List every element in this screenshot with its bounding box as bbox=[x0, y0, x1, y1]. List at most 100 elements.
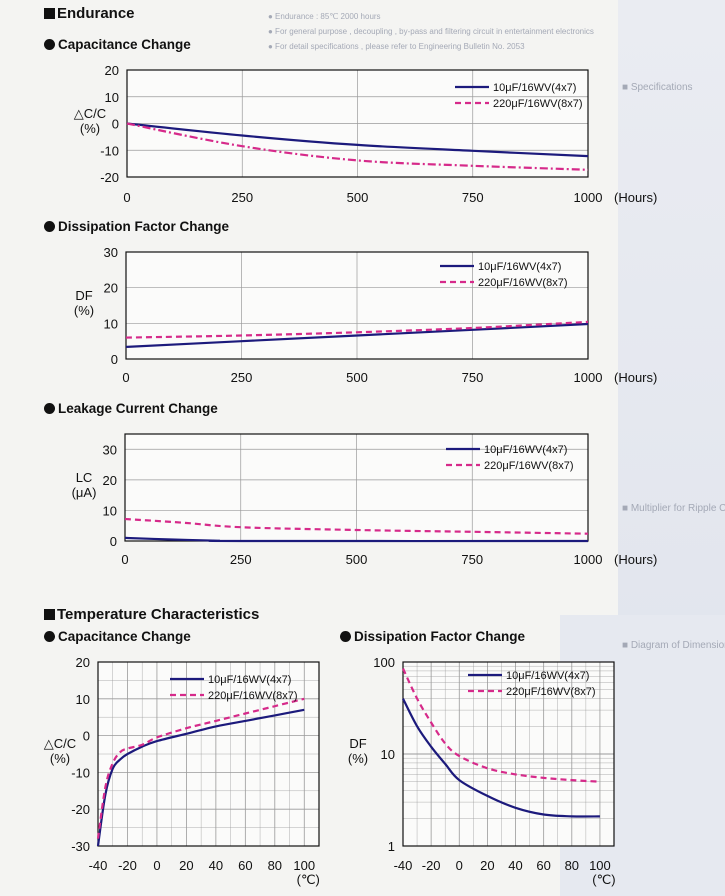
y-tick-label: 10 bbox=[105, 90, 119, 105]
x-tick-label: 750 bbox=[462, 370, 484, 385]
legend: 10μF/16WV(4x7) 220μF/16WV(8x7) bbox=[468, 670, 595, 698]
y-axis-label: DF bbox=[349, 736, 366, 751]
chart-endurance-df: 0 250 500 750 1000 (Hours) 30 20 10 0 DF(%) 10μF/16… bbox=[74, 245, 657, 385]
y-tick-label: 0 bbox=[111, 352, 118, 367]
section-title-endurance-text: Endurance bbox=[57, 5, 135, 22]
x-tick-label: 40 bbox=[209, 858, 223, 873]
y-axis-label: LC bbox=[76, 470, 93, 485]
chart-title-temp-df: Dissipation Factor Change bbox=[340, 629, 525, 644]
grid bbox=[402, 662, 615, 846]
y-axis-label: (%) bbox=[74, 303, 94, 318]
x-tick-label: 250 bbox=[230, 552, 252, 567]
y-tick-label: -30 bbox=[71, 839, 90, 854]
series-line-220uF bbox=[124, 517, 589, 535]
legend-label: 220μF/16WV(8x7) bbox=[493, 98, 582, 110]
round-bullet-icon bbox=[44, 221, 55, 232]
legend-label: 220μF/16WV(8x7) bbox=[478, 277, 567, 289]
background-text-line3: ● For detail specifications , please ref… bbox=[268, 42, 525, 51]
x-tick-label: 80 bbox=[565, 858, 579, 873]
x-tick-label: -20 bbox=[422, 858, 441, 873]
y-axis-label: (μA) bbox=[72, 485, 97, 500]
y-tick-label: -20 bbox=[100, 170, 119, 185]
legend-label: 10μF/16WV(4x7) bbox=[484, 444, 567, 456]
legend-label: 10μF/16WV(4x7) bbox=[208, 674, 291, 686]
x-axis-unit: (Hours) bbox=[614, 190, 657, 205]
background-text-multiplier: ■ Multiplier for Ripple Current bbox=[622, 503, 725, 514]
chart-title-text: Dissipation Factor Change bbox=[354, 629, 526, 644]
y-tick-label: 10 bbox=[381, 747, 395, 762]
x-tick-label: 0 bbox=[456, 858, 463, 873]
background-text-line1: ● Endurance : 85℃ 2000 hours bbox=[268, 12, 381, 21]
y-tick-label: -10 bbox=[71, 765, 90, 780]
x-tick-label: 0 bbox=[123, 190, 130, 205]
round-bullet-icon bbox=[44, 403, 55, 414]
chart-title-endurance-df: Dissipation Factor Change bbox=[44, 219, 229, 234]
x-tick-label: 0 bbox=[153, 858, 160, 873]
series-line-10uF bbox=[124, 536, 589, 543]
x-tick-label: 20 bbox=[480, 858, 494, 873]
x-tick-label: 100 bbox=[589, 858, 611, 873]
y-tick-label: -10 bbox=[100, 143, 119, 158]
y-axis-label: (%) bbox=[348, 751, 368, 766]
legend: 10μF/16WV(4x7) 220μF/16WV(8x7) bbox=[446, 444, 573, 472]
chart-title-endurance-lc: Leakage Current Change bbox=[44, 401, 218, 416]
background-text-line2: ● For general purpose , decoupling , by-… bbox=[268, 27, 594, 36]
x-axis-unit: (Hours) bbox=[614, 552, 657, 567]
x-tick-label: 1000 bbox=[574, 370, 603, 385]
series-line-220uF bbox=[126, 122, 589, 171]
x-tick-label: -20 bbox=[118, 858, 137, 873]
chart-title-text: Leakage Current Change bbox=[58, 401, 218, 416]
x-tick-label: 0 bbox=[121, 552, 128, 567]
plot-frame bbox=[402, 661, 615, 847]
legend: 10μF/16WV(4x7) 220μF/16WV(8x7) bbox=[455, 82, 582, 110]
y-tick-label: 10 bbox=[76, 692, 90, 707]
legend: 10μF/16WV(4x7) 220μF/16WV(8x7) bbox=[170, 674, 297, 702]
x-tick-label: 40 bbox=[508, 858, 522, 873]
chart-title-endurance-capacitance: Capacitance Change bbox=[44, 37, 191, 52]
chart-title-text: Dissipation Factor Change bbox=[58, 219, 230, 234]
legend: 10μF/16WV(4x7) 220μF/16WV(8x7) bbox=[440, 261, 567, 289]
chart-temperature-capacitance: -40 -20 0 20 40 60 80 100(℃)20100-10-20-30△C/C(… bbox=[44, 655, 320, 887]
series-line-10uF bbox=[126, 122, 589, 158]
y-tick-label: 20 bbox=[76, 655, 90, 670]
y-tick-label: 30 bbox=[103, 442, 117, 457]
chart-temperature-df: -40 -20 0 20 40 60 80 100(℃)100101DF(%)10μF/16W… bbox=[348, 655, 616, 887]
legend-label: 10μF/16WV(4x7) bbox=[478, 261, 561, 273]
chart-endurance-lc: 0 250 500 750 1000 (Hours) 30 20 10 0 LC(μA) 10μF/1… bbox=[72, 433, 657, 567]
x-tick-label: 1000 bbox=[574, 190, 603, 205]
y-tick-label: 20 bbox=[105, 63, 119, 78]
y-tick-label: 10 bbox=[103, 503, 117, 518]
y-tick-label: 100 bbox=[373, 655, 395, 670]
x-tick-label: 20 bbox=[179, 858, 193, 873]
legend-label: 10μF/16WV(4x7) bbox=[506, 670, 589, 682]
legend-label: 220μF/16WV(8x7) bbox=[506, 686, 595, 698]
legend-label: 220μF/16WV(8x7) bbox=[484, 460, 573, 472]
x-axis-unit: (℃) bbox=[297, 872, 320, 887]
series-line-220uF bbox=[125, 320, 589, 339]
y-axis-label: (%) bbox=[50, 751, 70, 766]
y-tick-label: 20 bbox=[103, 473, 117, 488]
x-tick-label: 750 bbox=[462, 190, 484, 205]
x-tick-label: 80 bbox=[268, 858, 282, 873]
x-tick-label: -40 bbox=[89, 858, 108, 873]
y-axis-label: (%) bbox=[80, 121, 100, 136]
round-bullet-icon bbox=[340, 631, 351, 642]
round-bullet-icon bbox=[44, 39, 55, 50]
plot-frame bbox=[125, 251, 589, 360]
legend-label: 220μF/16WV(8x7) bbox=[208, 690, 297, 702]
chart-title-text: Capacitance Change bbox=[58, 629, 191, 644]
series-line-10uF bbox=[96, 708, 305, 847]
chart-endurance-capacitance: 0 250 500 750 1000 (Hours) 20 10 0 -10 -20 △C/C(%) 1… bbox=[74, 63, 658, 205]
x-tick-label: 250 bbox=[231, 370, 253, 385]
x-tick-label: 1000 bbox=[574, 552, 603, 567]
series-line-10uF bbox=[125, 322, 589, 348]
x-axis-unit: (Hours) bbox=[614, 370, 657, 385]
section-title-temperature: Temperature Characteristics bbox=[44, 606, 259, 623]
series-line-220uF bbox=[96, 697, 305, 839]
y-tick-label: 1 bbox=[388, 839, 395, 854]
y-tick-label: 0 bbox=[110, 534, 117, 549]
x-tick-label: 60 bbox=[536, 858, 550, 873]
y-tick-label: -20 bbox=[71, 802, 90, 817]
